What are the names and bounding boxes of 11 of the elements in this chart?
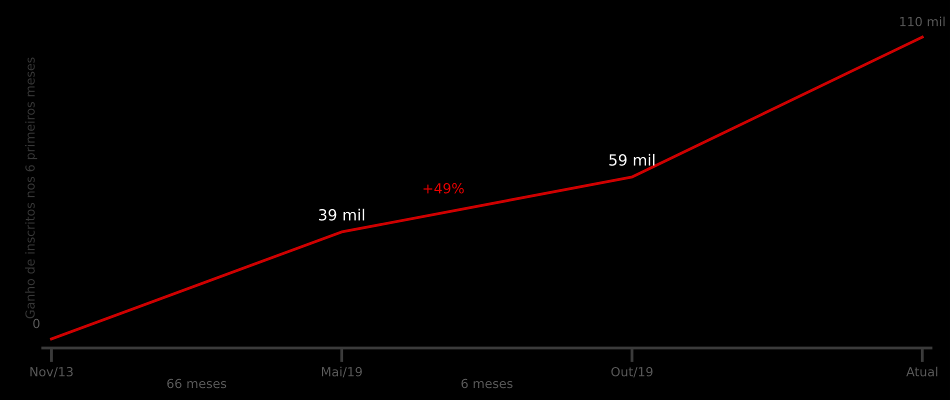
data-label: 39 mil bbox=[319, 208, 364, 221]
data-label: 0 bbox=[33, 318, 40, 328]
x-tick-label: Atual bbox=[906, 366, 938, 376]
annotation: +49% bbox=[424, 183, 464, 194]
x-tick-label: Mai/19 bbox=[322, 366, 362, 378]
text: 6 meses bbox=[461, 378, 513, 388]
x-tick-label: Out/19 bbox=[611, 366, 653, 378]
data-label: 59 mil bbox=[609, 154, 654, 166]
x-tick-label: Nov/13 bbox=[30, 366, 73, 378]
data-label: 110 mil bbox=[900, 16, 945, 26]
text: 66 meses bbox=[167, 378, 226, 388]
